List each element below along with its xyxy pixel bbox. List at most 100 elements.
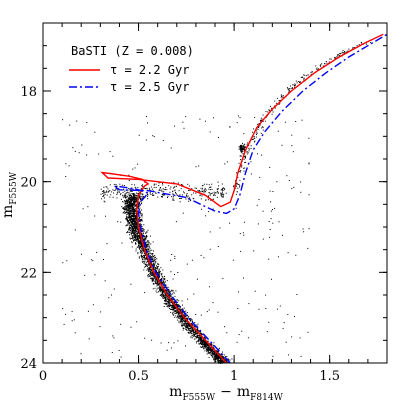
star-point — [178, 316, 180, 318]
star-point — [291, 336, 293, 338]
star-point — [151, 272, 153, 274]
star-point — [160, 273, 162, 275]
star-point — [135, 238, 137, 240]
star-point — [241, 330, 243, 332]
legend-title: BaSTI (Z = 0.008) — [71, 44, 194, 58]
star-point — [131, 230, 133, 232]
star-point — [120, 323, 122, 325]
star-point — [143, 244, 145, 246]
star-point — [136, 228, 138, 230]
star-point — [268, 109, 270, 111]
star-point — [170, 259, 172, 261]
star-point — [248, 303, 250, 305]
star-point — [124, 200, 126, 202]
star-point — [195, 336, 197, 338]
star-point — [138, 201, 140, 203]
star-point — [254, 116, 256, 118]
star-point — [252, 138, 254, 140]
star-point — [214, 355, 216, 357]
star-point — [185, 317, 187, 319]
star-point — [242, 153, 244, 155]
star-point — [130, 190, 132, 192]
star-point — [204, 341, 206, 343]
star-point — [139, 217, 140, 219]
star-point — [132, 202, 134, 204]
star-point — [205, 345, 207, 347]
star-point — [203, 339, 205, 341]
star-point — [325, 61, 327, 62]
star-point — [142, 193, 144, 195]
star-point — [147, 256, 149, 258]
star-point — [151, 339, 153, 341]
star-point — [222, 277, 224, 279]
x-axis-label-sub-a: F555W — [182, 393, 215, 403]
star-point — [131, 183, 133, 185]
star-point — [150, 243, 152, 245]
star-point — [220, 358, 222, 360]
star-point — [153, 282, 155, 284]
star-point — [165, 294, 167, 296]
star-point — [123, 196, 125, 198]
star-point — [196, 187, 197, 189]
star-point — [334, 56, 336, 58]
star-point — [162, 292, 164, 294]
star-point — [138, 243, 140, 245]
star-point — [137, 242, 139, 244]
star-point — [148, 251, 150, 253]
star-point — [165, 297, 167, 299]
star-point — [132, 209, 134, 211]
star-point — [123, 185, 125, 186]
star-point — [148, 270, 149, 272]
star-point — [218, 360, 220, 362]
star-point — [154, 264, 156, 266]
star-point — [134, 210, 136, 211]
star-point — [148, 269, 150, 271]
isochrone-1-line — [100, 33, 384, 364]
star-point — [111, 191, 113, 193]
star-point — [149, 277, 151, 279]
star-point — [185, 320, 187, 322]
star-point — [171, 290, 173, 292]
star-point — [129, 205, 131, 207]
star-point — [129, 228, 130, 230]
star-point — [165, 296, 167, 298]
star-point — [203, 341, 205, 343]
star-point — [198, 191, 200, 193]
star-point — [145, 249, 147, 251]
star-point — [214, 194, 216, 196]
star-point — [147, 262, 149, 264]
star-point — [160, 289, 162, 291]
star-point — [211, 351, 213, 353]
star-point — [125, 212, 127, 213]
star-point — [271, 110, 273, 111]
star-point — [172, 307, 174, 308]
star-point — [134, 233, 136, 235]
star-point — [292, 151, 294, 153]
star-point — [184, 320, 185, 322]
star-point — [161, 195, 163, 197]
star-point — [204, 350, 206, 352]
star-point — [161, 194, 163, 195]
star-point — [129, 195, 131, 196]
star-point — [218, 358, 220, 360]
star-point — [105, 191, 107, 193]
star-point — [188, 315, 190, 317]
star-point — [136, 198, 138, 200]
star-point — [182, 327, 184, 329]
star-point — [74, 150, 76, 152]
star-point — [202, 334, 204, 336]
star-point — [188, 325, 190, 327]
star-point — [211, 352, 213, 354]
star-point — [163, 194, 165, 196]
star-point — [147, 194, 149, 196]
star-point — [282, 234, 283, 236]
star-point — [352, 47, 354, 49]
star-point — [168, 300, 170, 302]
star-point — [240, 145, 242, 147]
star-point — [148, 249, 150, 251]
star-point — [239, 233, 241, 235]
star-point — [243, 170, 245, 172]
star-point — [240, 148, 242, 150]
star-point — [257, 124, 259, 125]
star-point — [137, 253, 139, 255]
